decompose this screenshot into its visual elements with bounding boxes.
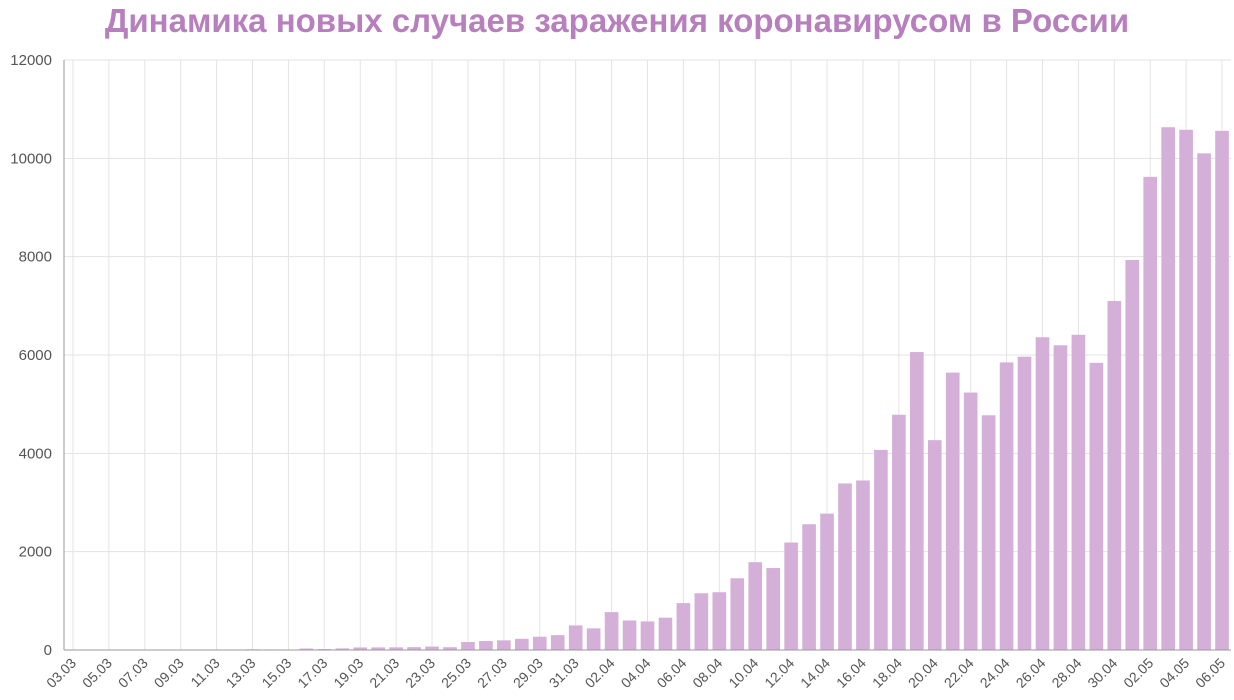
bar-06.04 bbox=[676, 603, 691, 650]
bar-22.04 bbox=[963, 392, 978, 650]
bar-01.04 bbox=[586, 628, 601, 650]
bars-layer bbox=[66, 127, 1229, 651]
x-tick-label: 08.04 bbox=[689, 655, 725, 691]
x-tick-label: 04.05 bbox=[1156, 655, 1192, 691]
bar-28.04 bbox=[1071, 334, 1086, 650]
x-tick-label: 02.05 bbox=[1120, 655, 1156, 691]
bar-26.03 bbox=[479, 641, 493, 650]
x-tick-label: 19.03 bbox=[330, 655, 366, 691]
bar-23.03 bbox=[425, 646, 439, 650]
x-tick-label: 10.04 bbox=[725, 655, 761, 691]
bar-20.04 bbox=[927, 440, 942, 650]
x-tick-label: 17.03 bbox=[294, 655, 330, 691]
x-tick-label: 16.04 bbox=[833, 655, 869, 691]
x-tick-label: 05.03 bbox=[79, 655, 115, 691]
x-tick-label: 18.04 bbox=[869, 655, 905, 691]
bar-29.04 bbox=[1089, 362, 1104, 650]
y-tick-label: 6000 bbox=[19, 347, 52, 364]
x-tick-label: 20.04 bbox=[905, 655, 941, 691]
bar-05.04 bbox=[658, 617, 673, 650]
bar-07.04 bbox=[694, 593, 709, 650]
axis-layer bbox=[63, 60, 1231, 651]
bar-31.03 bbox=[568, 625, 583, 650]
x-tick-label: 22.04 bbox=[941, 655, 977, 691]
bar-19.04 bbox=[909, 352, 924, 650]
x-tick-label: 15.03 bbox=[258, 655, 294, 691]
bar-10.04 bbox=[748, 562, 763, 650]
x-tick-label: 25.03 bbox=[438, 655, 474, 691]
bar-22.03 bbox=[407, 647, 421, 650]
chart-title: Динамика новых случаев заражения коронав… bbox=[104, 2, 1130, 39]
bar-04.04 bbox=[640, 621, 655, 650]
x-tick-label: 11.03 bbox=[187, 655, 223, 691]
x-tick-labels: 03.03 05.03 07.03 09.03 11.03 13.03 15.03 17.03… bbox=[43, 655, 1228, 691]
bar-18.04 bbox=[892, 414, 906, 650]
x-tick-label: 23.03 bbox=[402, 655, 438, 691]
bar-02.05 bbox=[1143, 176, 1158, 650]
x-tick-label: 09.03 bbox=[151, 655, 187, 691]
x-tick-label: 07.03 bbox=[115, 655, 151, 691]
bar-21.03 bbox=[389, 647, 403, 650]
bar-05.05 bbox=[1197, 153, 1211, 650]
bar-03.05 bbox=[1161, 127, 1175, 651]
y-tick-label: 12000 bbox=[10, 52, 52, 69]
bar-29.03 bbox=[532, 636, 547, 650]
bar-06.05 bbox=[1215, 130, 1229, 650]
x-tick-label: 06.05 bbox=[1192, 655, 1228, 691]
bar-27.04 bbox=[1053, 345, 1068, 650]
bar-15.04 bbox=[838, 483, 852, 650]
bar-25.04 bbox=[1017, 356, 1032, 650]
y-tick-label: 10000 bbox=[10, 150, 52, 167]
bar-26.04 bbox=[1035, 337, 1050, 650]
bar-03.04 bbox=[622, 620, 637, 650]
bar-21.04 bbox=[945, 372, 960, 650]
y-tick-label: 0 bbox=[44, 642, 52, 659]
bar-13.04 bbox=[802, 524, 816, 650]
y-tick-labels: 0 2000 4000 6000 8000 10000 12000 bbox=[10, 52, 52, 659]
x-tick-label: 31.03 bbox=[546, 655, 582, 691]
y-tick-label: 2000 bbox=[19, 544, 52, 561]
bar-14.04 bbox=[820, 513, 834, 650]
bar-16.03 bbox=[299, 648, 314, 650]
bar-23.04 bbox=[981, 415, 996, 650]
x-tick-label: 02.04 bbox=[582, 655, 618, 691]
bar-30.03 bbox=[550, 635, 565, 650]
bar-18.03 bbox=[335, 648, 350, 650]
x-tick-label: 27.03 bbox=[474, 655, 510, 691]
bar-30.04 bbox=[1107, 300, 1122, 650]
x-tick-label: 13.03 bbox=[223, 655, 259, 691]
bar-24.04 bbox=[999, 362, 1014, 650]
bar-04.05 bbox=[1179, 129, 1193, 650]
x-tick-label: 21.03 bbox=[366, 655, 402, 691]
x-tick-label: 26.04 bbox=[1013, 655, 1049, 691]
y-tick-label: 4000 bbox=[19, 445, 52, 462]
x-tick-label: 04.04 bbox=[618, 655, 654, 691]
bar-28.03 bbox=[515, 638, 529, 650]
x-tick-label: 14.04 bbox=[797, 655, 833, 691]
bar-02.04 bbox=[604, 612, 619, 650]
x-tick-label: 12.04 bbox=[761, 655, 797, 691]
x-tick-label: 03.03 bbox=[43, 655, 79, 691]
bar-11.04 bbox=[766, 568, 780, 650]
x-tick-label: 28.04 bbox=[1048, 655, 1084, 691]
x-tick-label: 06.04 bbox=[653, 655, 689, 691]
bar-16.04 bbox=[856, 480, 870, 650]
x-tick-label: 24.04 bbox=[977, 655, 1013, 691]
bar-25.03 bbox=[461, 641, 475, 650]
x-tick-label: 29.03 bbox=[510, 655, 546, 691]
bar-12.04 bbox=[784, 542, 798, 650]
y-tick-label: 8000 bbox=[19, 249, 52, 266]
bar-20.03 bbox=[371, 647, 386, 650]
bar-24.03 bbox=[443, 647, 457, 650]
bar-19.03 bbox=[353, 647, 368, 650]
bar-09.04 bbox=[730, 578, 745, 650]
bar-08.04 bbox=[712, 592, 727, 650]
x-tick-label: 30.04 bbox=[1084, 655, 1120, 691]
bar-17.04 bbox=[874, 449, 888, 650]
bar-27.03 bbox=[497, 640, 511, 650]
bar-01.05 bbox=[1125, 259, 1140, 650]
